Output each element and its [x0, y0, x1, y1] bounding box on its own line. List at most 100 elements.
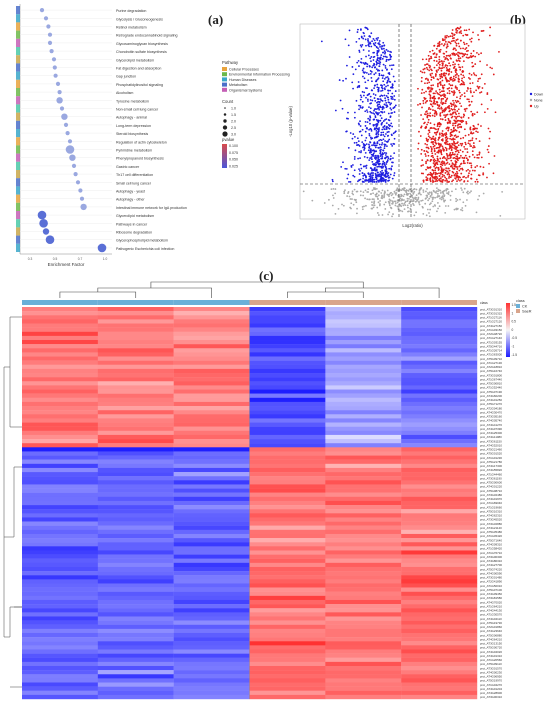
- volcano-point-up: [471, 61, 474, 64]
- volcano-point-none: [328, 198, 330, 201]
- volcano-point-up: [424, 143, 427, 145]
- enrichment-point: [45, 235, 55, 244]
- heatmap-cell: [173, 364, 250, 370]
- volcano-point-down: [376, 51, 379, 54]
- volcano-point-up: [423, 67, 426, 70]
- volcano-point-up: [443, 148, 446, 151]
- volcano-point-up: [442, 156, 445, 159]
- pathway-term-label: Fat digestion and absorption: [116, 67, 161, 71]
- heatmap-cell: [22, 682, 99, 687]
- volcano-point-down: [367, 54, 370, 57]
- heatmap-cell: [22, 521, 99, 526]
- heatmap-cell: [97, 434, 174, 440]
- heatmap-cell: [97, 414, 174, 419]
- volcano-point-down: [377, 103, 379, 106]
- volcano-point-none: [413, 190, 416, 193]
- volcano-point-up: [443, 162, 446, 165]
- heatmap-cell: [325, 632, 402, 638]
- volcano-point-none: [302, 190, 305, 193]
- volcano-point-up: [461, 119, 464, 122]
- volcano-point-down: [380, 134, 382, 137]
- heatmap-cell: [325, 368, 402, 374]
- volcano-point-down: [394, 130, 397, 133]
- heatmap-cell: [325, 373, 402, 378]
- volcano-point-down: [369, 149, 372, 152]
- volcano-point-up: [473, 91, 475, 94]
- volcano-point-down: [374, 176, 377, 179]
- volcano-point-up: [476, 131, 479, 134]
- volcano-point-up: [467, 158, 469, 161]
- volcano-point-down: [369, 70, 372, 72]
- volcano-point-down: [385, 85, 387, 88]
- volcano-point-up: [452, 130, 455, 133]
- volcano-point-up: [464, 141, 467, 144]
- heatmap-cell: [22, 360, 99, 365]
- volcano-point-down: [359, 125, 362, 127]
- heatmap-cell: [325, 558, 402, 564]
- volcano-point-none: [441, 196, 444, 199]
- volcano-point-up: [468, 170, 471, 172]
- heatmap-cell: [249, 637, 326, 642]
- volcano-point-up: [462, 81, 465, 84]
- heatmap-cell: [325, 360, 402, 365]
- heatmap-cell: [249, 604, 326, 609]
- volcano-point-none: [355, 190, 358, 193]
- volcano-point-up: [441, 180, 444, 183]
- volcano-point-up: [459, 163, 462, 165]
- volcano-point-none: [412, 204, 415, 207]
- volcano-point-down: [369, 180, 372, 183]
- volcano-point-up: [434, 180, 437, 183]
- volcano-point-down: [375, 168, 378, 171]
- volcano-point-up: [437, 149, 440, 152]
- heatmap-cell: [401, 509, 478, 514]
- volcano-point-up: [442, 101, 445, 104]
- volcano-point-up: [448, 180, 450, 183]
- volcano-point-up: [446, 68, 449, 71]
- heatmap-row-label: prot_AT1G04270: [480, 683, 502, 687]
- volcano-point-none: [386, 189, 389, 192]
- heatmap-cell: [22, 674, 99, 679]
- volcano-point-up: [454, 63, 456, 66]
- volcano-point-down: [394, 90, 397, 92]
- volcano-point-down: [359, 163, 362, 166]
- volcano-point-down: [387, 177, 390, 179]
- volcano-point-none: [466, 190, 469, 193]
- volcano-point-down: [385, 128, 388, 130]
- volcano-point-down: [371, 172, 374, 174]
- volcano-point-none: [348, 195, 351, 198]
- volcano-point-up: [481, 30, 484, 32]
- volcano-point-down: [370, 137, 373, 140]
- heatmap-cell: [249, 459, 326, 464]
- volcano-point-up: [456, 158, 459, 160]
- volcano-point-up: [456, 73, 458, 76]
- volcano-point-up: [438, 104, 441, 107]
- heatmap-cell: [173, 542, 250, 547]
- volcano-point-up: [439, 171, 442, 174]
- volcano-point-up: [451, 112, 454, 115]
- heatmap-cell: [401, 480, 478, 485]
- enrichment-point: [52, 65, 57, 70]
- volcano-point-down: [380, 175, 382, 177]
- volcano-point-down: [385, 155, 388, 158]
- a-x-tick: 0.5: [53, 257, 58, 261]
- volcano-point-up: [436, 172, 439, 175]
- volcano-point-down: [362, 143, 365, 145]
- volcano-point-none: [428, 203, 431, 206]
- heatmap-cell: [173, 674, 250, 679]
- volcano-point-down: [380, 180, 383, 183]
- volcano-point-up: [423, 97, 426, 99]
- volcano-point-up: [452, 126, 455, 129]
- volcano-point-up: [446, 64, 449, 67]
- volcano-point-down: [348, 56, 351, 58]
- volcano-point-up: [443, 52, 446, 55]
- volcano-point-down: [381, 177, 384, 180]
- heatmap-cell: [249, 624, 326, 630]
- volcano-point-up: [453, 122, 456, 125]
- volcano-point-down: [357, 122, 360, 125]
- volcano-point-down: [388, 58, 391, 61]
- volcano-point-down: [373, 73, 376, 76]
- volcano-point-down: [385, 106, 388, 109]
- volcano-point-down: [385, 161, 388, 164]
- volcano-point-none: [425, 214, 428, 217]
- volcano-point-up: [448, 62, 450, 65]
